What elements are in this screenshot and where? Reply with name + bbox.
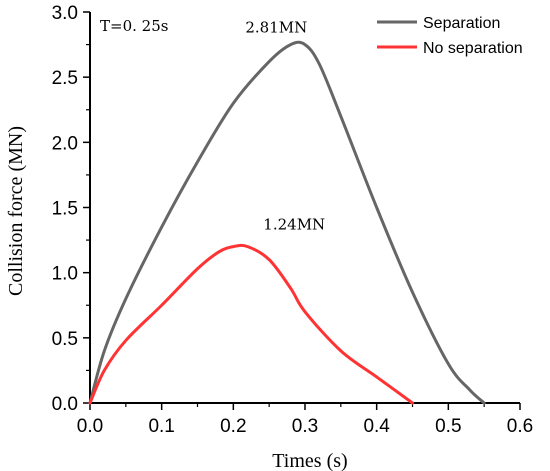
peak-value-label: 1.24MN	[263, 215, 325, 233]
x-tick-label: 0.4	[363, 416, 390, 437]
x-tick-label: 0.6	[507, 416, 533, 437]
y-tick-label: 2.0	[52, 133, 78, 154]
labels: 2.81MN 1.24MN	[245, 19, 325, 234]
y-axis-title: Collision force (MN)	[5, 126, 27, 296]
ticks: 0.0 0.1 0.2 0.3 0.4 0.5 0.6 0.0 0.5 1.0 1.5 2.0 2.5 3…	[52, 3, 534, 437]
x-tick-label: 0.2	[220, 416, 246, 437]
y-tick-label: 1.0	[52, 264, 78, 285]
legend-label-separation: Separation	[423, 15, 500, 32]
y-tick-label: 0.5	[52, 329, 78, 350]
series-group	[88, 40, 486, 405]
x-axis-title: Times (s)	[272, 450, 347, 471]
x-tick-label: 0.3	[292, 416, 318, 437]
axes	[89, 12, 520, 404]
y-tick-label: 0.0	[52, 394, 78, 415]
series-line-separation	[88, 40, 486, 405]
legend-label-no-separation: No separation	[423, 40, 523, 57]
x-tick-label: 0.0	[77, 416, 103, 437]
period-annotation: T=0. 25s	[100, 17, 168, 35]
x-tick-label: 0.1	[148, 416, 174, 437]
legend: Separation No separation	[377, 15, 523, 57]
x-tick-label: 0.5	[435, 416, 461, 437]
y-tick-label: 1.5	[52, 199, 78, 220]
y-tick-label: 3.0	[52, 3, 78, 24]
peak-value-label: 2.81MN	[245, 19, 307, 37]
y-tick-label: 2.5	[52, 68, 78, 89]
series-line-no-separation	[88, 243, 414, 405]
